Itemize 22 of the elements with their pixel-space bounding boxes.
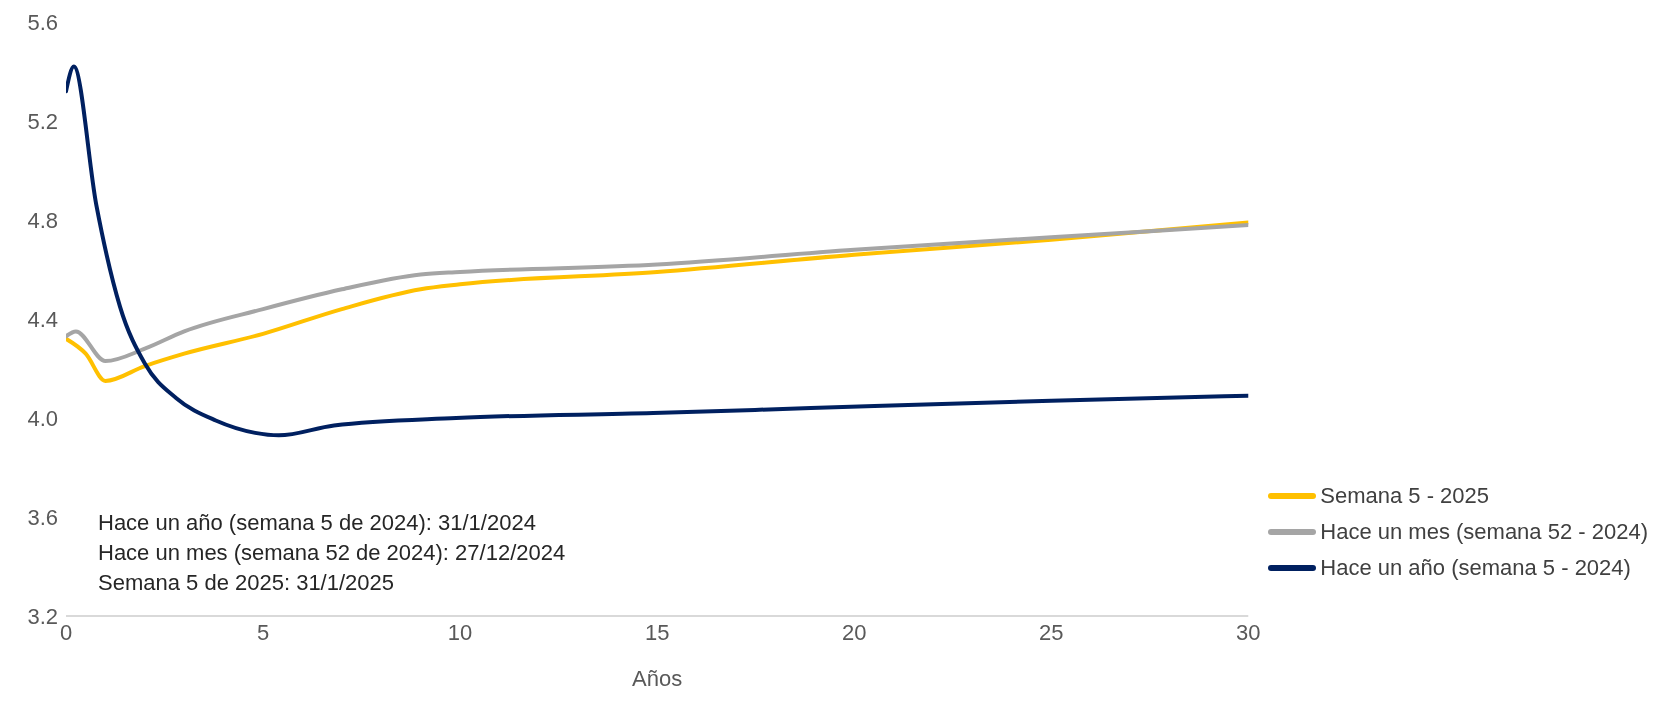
y-tick-label: 5.2	[27, 108, 58, 134]
y-tick-label: 4.8	[27, 207, 58, 233]
x-tick-label: 30	[1236, 619, 1261, 645]
line-series	[66, 64, 1249, 438]
legend-label: Hace un año (semana 5 - 2024)	[1320, 554, 1631, 582]
y-tick-label: 5.6	[27, 9, 58, 35]
legend-label: Hace un mes (semana 52 - 2024)	[1320, 518, 1648, 546]
legend-label: Semana 5 - 2025	[1320, 482, 1490, 510]
x-tick-label: 20	[841, 619, 867, 645]
x-tick-label: 5	[256, 619, 270, 645]
x-tick-label: 0	[59, 619, 73, 645]
annotation: Hace un mes (semana 52 de 2024): 27/12/2024	[98, 539, 566, 567]
x-tick-label: 15	[644, 619, 670, 645]
x-tick-label: 25	[1038, 619, 1064, 645]
y-tick-label: 4.4	[27, 306, 58, 332]
annotation: Semana 5 de 2025: 31/1/2025	[98, 569, 396, 597]
y-tick-label: 4.0	[27, 405, 58, 431]
y-tick-label: 3.6	[27, 504, 58, 530]
x-tick-label: 10	[447, 619, 473, 645]
x-axis-title: Años	[632, 666, 683, 691]
annotation: Hace un año (semana 5 de 2024): 31/1/2024	[98, 509, 537, 537]
y-tick-label: 3.2	[27, 603, 58, 629]
